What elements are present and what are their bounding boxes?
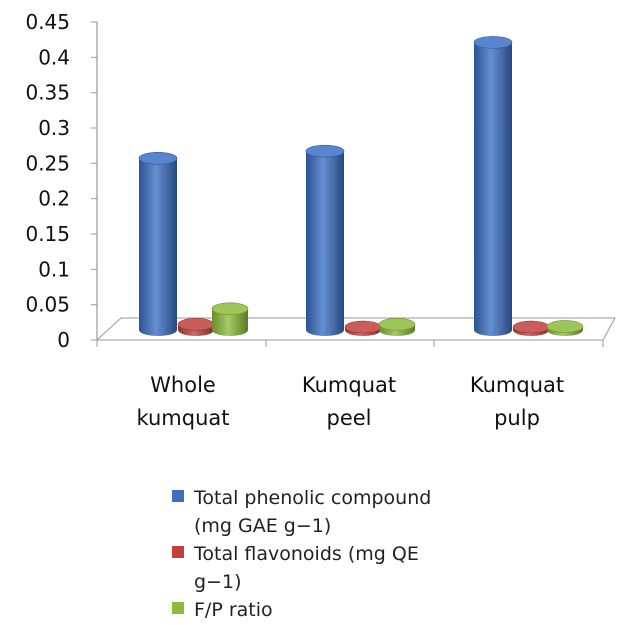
y-tick-label: 0.35 [25,81,70,105]
bar-body [474,42,512,337]
legend-label-fp-ratio: F/P ratio [194,599,273,621]
bar-top [512,320,550,334]
y-tick-label: 0.3 [38,116,70,140]
y-tick-label: 0.1 [38,257,70,281]
legend-swatch-phenolic [172,490,184,502]
legend-swatch-flavonoids [172,546,184,558]
bar [211,302,249,336]
bar-top [546,320,584,333]
bar [512,320,550,336]
bar-top [138,151,178,165]
bar [473,36,513,337]
bar [378,318,416,336]
legend-swatch-fp-ratio [172,602,184,614]
legend-label-phenolic: Total phenolic compound (mg GAE g−1) [194,487,432,537]
bar-top [344,320,382,334]
category-label: Whole kumquat [136,373,229,430]
bar-body [212,308,248,336]
bar [177,318,215,336]
y-tick-label: 0.2 [38,187,70,211]
category-labels: Whole kumquat Kumquat peel Kumquat pulp [136,373,564,430]
legend: Total phenolic compound (mg GAE g−1) Tot… [172,484,502,624]
bar-top [473,36,513,49]
bar [546,320,584,336]
y-tick-label: 0.15 [25,222,70,246]
legend-item-fp-ratio: F/P ratio [172,596,502,624]
y-tick-labels: 0 0.05 0.1 0.15 0.2 0.25 0.3 0.35 0.4 0.45 [25,10,70,352]
bar [138,151,178,336]
bar-top [378,318,416,331]
bar [344,320,382,336]
y-tick-label: 0.4 [38,45,70,69]
legend-item-phenolic: Total phenolic compound (mg GAE g−1) [172,484,502,540]
bar-top [305,144,345,158]
bar-body [139,158,177,336]
y-tick-label: 0.05 [25,293,70,317]
category-label: Kumquat pulp [470,373,564,430]
bar-top [177,318,215,331]
legend-label-flavonoids: Total flavonoids (mg QE g−1) [194,543,419,593]
y-tick-label: 0.25 [25,151,70,175]
legend-item-flavonoids: Total flavonoids (mg QE g−1) [172,540,502,596]
y-tick-label: 0.45 [25,10,70,34]
bar-body [306,151,344,336]
bar-top [211,302,249,316]
category-label: Kumquat peel [302,373,396,430]
bars-layer [138,36,584,337]
y-tick-label: 0 [57,328,70,352]
bar [305,144,345,336]
